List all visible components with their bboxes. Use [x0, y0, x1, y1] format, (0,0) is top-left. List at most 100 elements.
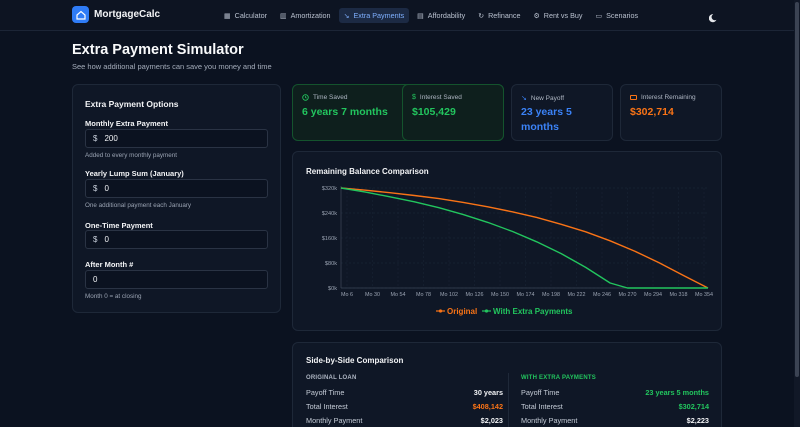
document-icon: ▤ [417, 12, 424, 20]
x-tick-label: Mo 354 [695, 292, 713, 298]
interest-saved-card: $ Interest Saved $105,429 [402, 84, 504, 141]
nav-item-label: Rent vs Buy [543, 11, 583, 20]
new-payoff-label: ↘ New Payoff [521, 94, 564, 103]
legend-label: Original [447, 307, 477, 316]
series-line-original [340, 187, 709, 289]
new-payoff-card: ↘ New Payoff 23 years 5 months [511, 84, 613, 141]
nav-item-extra-payments[interactable]: ↘ Extra Payments [338, 8, 410, 23]
extra-interest-value: $302,714 [678, 402, 709, 411]
time-saved-label: Time Saved [302, 94, 347, 101]
top-navbar: MortgageCalc ▦ Calculator ▥ Amortization ↘ Ex… [0, 0, 794, 31]
x-tick-label: Mo 6 [341, 292, 353, 298]
monthly-extra-value: 200 [104, 134, 118, 143]
yearly-lump-help: One additional payment each January [85, 202, 192, 209]
main-nav: ▦ Calculator ▥ Amortization ↘ Extra Payments ▤… [219, 8, 643, 23]
nav-item-refinance[interactable]: ↻ Refinance [473, 8, 525, 23]
orig-payoff-label: Payoff Time [306, 388, 345, 397]
one-time-label: One-Time Payment [85, 221, 153, 230]
app-logo[interactable]: MortgageCalc [72, 6, 160, 23]
x-tick-label: Mo 270 [619, 292, 637, 298]
x-tick-label: Mo 222 [568, 292, 586, 298]
interest-remaining-label: Interest Remaining [630, 94, 696, 101]
x-tick-label: Mo 30 [365, 292, 380, 298]
extra-payments-heading: WITH EXTRA PAYMENTS [521, 375, 596, 381]
orig-monthly-value: $2,023 [480, 416, 503, 425]
legend-label: With Extra Payments [493, 307, 573, 316]
nav-item-label: Amortization [290, 11, 331, 20]
x-tick-label: Mo 246 [593, 292, 611, 298]
time-saved-value: 6 years 7 months [302, 106, 388, 118]
dollar-icon: $ [412, 94, 416, 101]
interest-remaining-card: Interest Remaining $302,714 [620, 84, 722, 141]
clock-icon [302, 94, 309, 101]
nav-item-label: Refinance [488, 11, 521, 20]
after-month-label: After Month # [85, 260, 134, 269]
column-divider [508, 373, 509, 427]
one-time-value: 0 [104, 235, 109, 244]
app-name: MortgageCalc [94, 9, 161, 20]
orig-monthly-label: Monthly Payment [306, 416, 363, 425]
page-subtitle: See how additional payments can save you… [72, 62, 272, 71]
y-tick-label: $80k [325, 261, 337, 267]
currency-symbol: $ [93, 235, 98, 244]
interest-saved-label: $ Interest Saved [412, 94, 462, 101]
x-tick-label: Mo 126 [466, 292, 484, 298]
one-time-input[interactable]: $ 0 [85, 230, 268, 249]
theme-toggle-button[interactable] [708, 10, 719, 23]
page-title: Extra Payment Simulator [72, 42, 244, 58]
extra-interest-label: Total Interest [521, 402, 563, 411]
house-icon [72, 6, 89, 23]
nav-item-label: Scenarios [606, 11, 639, 20]
x-tick-label: Mo 174 [517, 292, 535, 298]
orig-interest-value: $408,142 [472, 402, 503, 411]
nav-item-calculator[interactable]: ▦ Calculator [219, 8, 272, 23]
after-month-help: Month 0 = at closing [85, 293, 142, 300]
gear-icon: ⚙ [533, 12, 540, 20]
book-icon: ▭ [595, 12, 603, 20]
nav-item-label: Extra Payments [353, 11, 405, 20]
currency-symbol: $ [93, 184, 98, 193]
y-tick-label: $240k [322, 211, 337, 217]
orig-interest-label: Total Interest [306, 402, 348, 411]
x-tick-label: Mo 294 [644, 292, 662, 298]
x-tick-label: Mo 198 [542, 292, 560, 298]
options-title: Extra Payment Options [85, 99, 179, 109]
orig-payoff-value: 30 years [473, 388, 503, 397]
x-tick-label: Mo 54 [391, 292, 406, 298]
trend-down-icon: ↘ [521, 95, 527, 102]
extra-monthly-value: $2,223 [686, 416, 709, 425]
scrollbar-thumb[interactable] [795, 2, 799, 377]
after-month-input[interactable]: 0 [85, 270, 268, 289]
series-line-with-extra-payments [340, 187, 708, 289]
currency-symbol: $ [93, 134, 98, 143]
monthly-extra-label: Monthly Extra Payment [85, 119, 168, 128]
chart-title: Remaining Balance Comparison [306, 167, 429, 176]
x-tick-label: Mo 318 [670, 292, 688, 298]
comparison-title: Side-by-Side Comparison [306, 356, 404, 365]
legend-marker [438, 309, 443, 313]
nav-item-rent-vs-buy[interactable]: ⚙ Rent vs Buy [528, 8, 587, 23]
after-month-value: 0 [93, 275, 98, 284]
legend-marker [484, 309, 489, 313]
extra-payoff-value: 23 years 5 months [645, 388, 709, 397]
new-payoff-value: 23 years 5 months [521, 106, 572, 133]
monthly-extra-input[interactable]: $ 200 [85, 129, 268, 148]
y-tick-label: $160k [322, 236, 337, 242]
wallet-icon [630, 95, 637, 100]
y-tick-label: $320k [322, 186, 337, 192]
x-tick-label: Mo 150 [491, 292, 509, 298]
original-loan-heading: ORIGINAL LOAN [306, 375, 357, 381]
nav-item-amortization[interactable]: ▥ Amortization [275, 8, 336, 23]
yearly-lump-value: 0 [104, 184, 109, 193]
moon-icon [708, 14, 717, 23]
balance-chart: $0k $80k $160k $240k $320k Mo 6 Mo 30 Mo 54 Mo 7… [322, 186, 713, 316]
balance-chart-card: Remaining Balance Comparison $0k $80k $160… [292, 151, 722, 331]
interest-saved-value: $105,429 [412, 106, 456, 118]
x-tick-label: Mo 78 [416, 292, 431, 298]
bar-chart-icon: ▥ [279, 12, 287, 20]
nav-item-scenarios[interactable]: ▭ Scenarios [591, 8, 644, 23]
nav-item-affordability[interactable]: ▤ Affordability [412, 8, 470, 23]
yearly-lump-input[interactable]: $ 0 [85, 179, 268, 198]
extra-payment-options-card: Extra Payment Options Monthly Extra Paym… [72, 84, 281, 313]
nav-item-label: Calculator [234, 11, 267, 20]
